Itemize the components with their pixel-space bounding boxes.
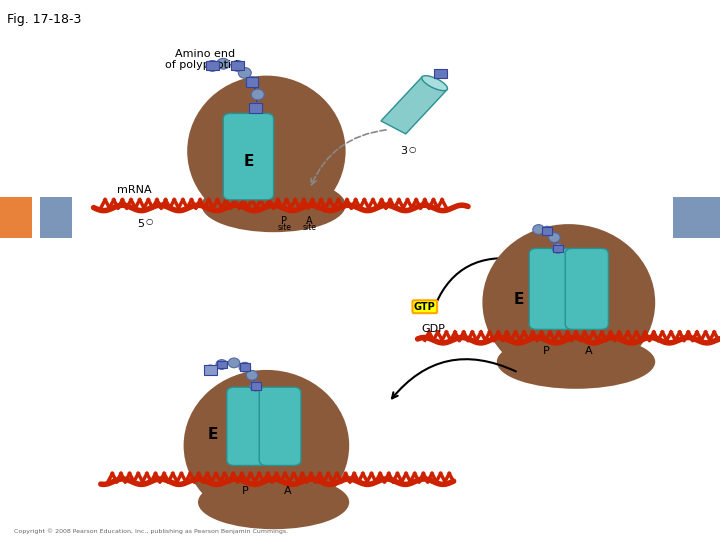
Ellipse shape — [250, 381, 261, 391]
Ellipse shape — [549, 233, 560, 242]
Text: A: A — [585, 346, 593, 356]
Ellipse shape — [552, 244, 564, 253]
Ellipse shape — [216, 360, 228, 369]
Ellipse shape — [217, 58, 230, 69]
Text: ○: ○ — [145, 218, 153, 226]
Polygon shape — [381, 77, 447, 134]
Text: Amino end
of polypeptide: Amino end of polypeptide — [165, 49, 246, 70]
Text: A: A — [306, 217, 313, 226]
Text: P: P — [542, 346, 549, 356]
Text: P: P — [282, 217, 287, 226]
Ellipse shape — [246, 370, 258, 380]
Ellipse shape — [251, 89, 264, 100]
Text: 5: 5 — [137, 219, 144, 229]
Text: Copyright © 2008 Pearson Education, Inc., publishing as Pearson Benjamin Cumming: Copyright © 2008 Pearson Education, Inc.… — [14, 528, 289, 534]
FancyBboxPatch shape — [40, 197, 72, 238]
Ellipse shape — [482, 224, 655, 381]
Ellipse shape — [204, 365, 216, 375]
FancyBboxPatch shape — [227, 387, 269, 465]
Text: GTP: GTP — [414, 302, 436, 312]
Ellipse shape — [239, 362, 251, 372]
FancyBboxPatch shape — [0, 197, 32, 238]
Ellipse shape — [184, 370, 349, 521]
Ellipse shape — [198, 475, 349, 529]
Text: P: P — [241, 487, 248, 496]
Ellipse shape — [422, 76, 448, 91]
Ellipse shape — [238, 68, 251, 78]
Ellipse shape — [249, 103, 262, 113]
Text: site: site — [277, 224, 292, 232]
Text: Fig. 17-18-3: Fig. 17-18-3 — [7, 14, 81, 26]
FancyBboxPatch shape — [223, 113, 274, 200]
Ellipse shape — [246, 77, 258, 87]
Text: ○: ○ — [408, 145, 415, 153]
FancyBboxPatch shape — [529, 248, 572, 329]
Text: E: E — [513, 292, 523, 307]
Ellipse shape — [231, 60, 244, 71]
Ellipse shape — [541, 226, 553, 236]
Ellipse shape — [202, 178, 346, 232]
Text: GDP: GDP — [421, 325, 446, 334]
Ellipse shape — [228, 358, 240, 368]
FancyBboxPatch shape — [259, 387, 301, 465]
Text: site: site — [302, 224, 317, 232]
Ellipse shape — [533, 225, 544, 234]
Text: A: A — [284, 487, 292, 496]
FancyBboxPatch shape — [673, 197, 720, 238]
Text: E: E — [243, 154, 253, 170]
Text: 3: 3 — [400, 146, 407, 156]
Ellipse shape — [497, 335, 655, 389]
Ellipse shape — [206, 60, 219, 71]
Text: E: E — [207, 427, 217, 442]
Ellipse shape — [187, 76, 346, 227]
FancyBboxPatch shape — [565, 248, 608, 329]
Text: mRNA: mRNA — [117, 185, 151, 195]
